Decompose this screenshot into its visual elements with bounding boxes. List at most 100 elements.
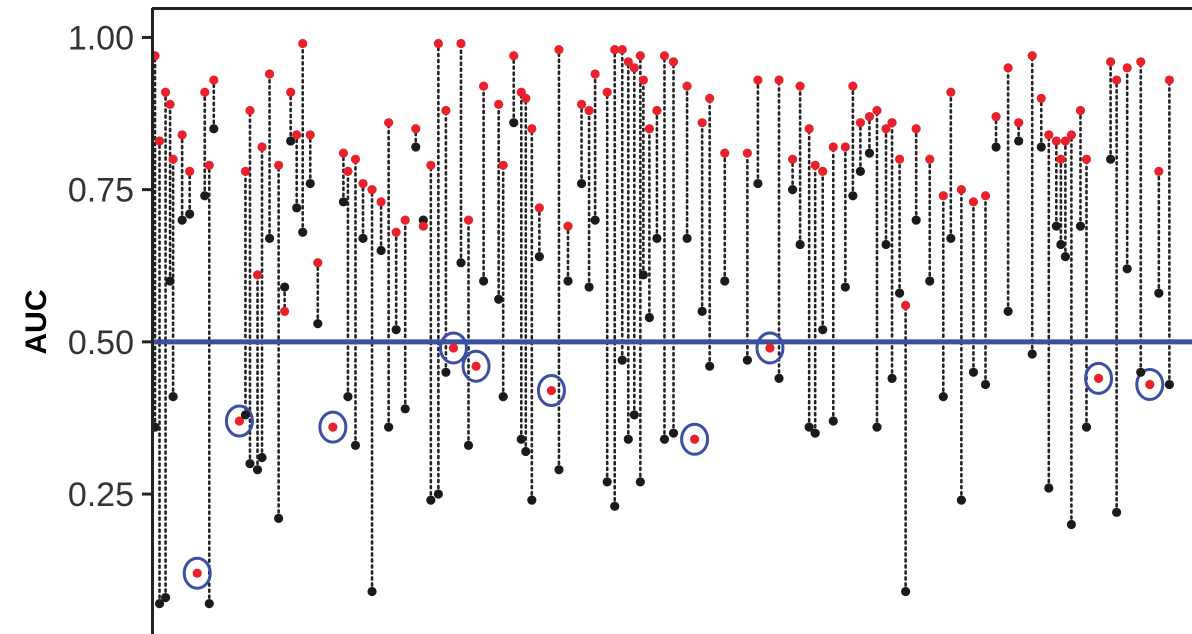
baseline-auc-point: [305, 178, 315, 189]
baseline-auc-point: [623, 434, 633, 444]
baseline-auc-point: [617, 355, 627, 365]
new-auc-point: [160, 87, 171, 97]
baseline-auc-point: [286, 136, 296, 146]
new-auc-point: [795, 81, 805, 91]
new-auc-point: [1051, 136, 1061, 146]
new-auc-point: [638, 75, 648, 85]
baseline-auc-point: [1075, 221, 1086, 231]
new-auc-point: [848, 81, 858, 91]
new-auc-point: [418, 221, 428, 231]
new-auc-point: [494, 99, 504, 110]
baseline-auc-point: [1051, 221, 1061, 231]
new-auc-point: [563, 221, 573, 231]
baseline-auc-point: [426, 495, 436, 505]
new-auc-point: [245, 105, 255, 116]
baseline-auc-point: [252, 465, 263, 475]
left-margin: [0, 0, 152, 634]
baseline-auc-point: [280, 282, 290, 292]
baseline-auc-point: [855, 166, 866, 176]
baseline-auc-point: [872, 422, 882, 432]
baseline-auc-point: [911, 215, 921, 225]
baseline-auc-point: [804, 422, 814, 432]
baseline-auc-point: [1164, 379, 1174, 390]
new-auc-point: [509, 51, 519, 61]
new-auc-point: [1014, 118, 1024, 128]
baseline-auc-point: [795, 239, 805, 250]
baseline-auc-point: [659, 434, 670, 444]
baseline-auc-point: [1014, 136, 1024, 146]
new-auc-point: [1075, 105, 1086, 116]
new-auc-point: [828, 142, 838, 152]
new-auc-point: [498, 160, 508, 170]
new-auc-point: [165, 99, 175, 110]
new-auc-point: [257, 142, 267, 152]
new-auc-point: [644, 124, 654, 134]
baseline-auc-point: [441, 367, 451, 377]
new-auc-point: [1027, 51, 1037, 61]
highlight-ring: [1084, 361, 1114, 395]
new-auc-point: [1060, 136, 1070, 146]
baseline-auc-point: [204, 599, 214, 609]
baseline-auc-point: [358, 233, 368, 243]
new-auc-point: [938, 191, 948, 201]
new-auc-point: [1093, 373, 1104, 383]
new-auc-point: [610, 45, 620, 55]
highlight-ring: [224, 404, 254, 438]
new-auc-point: [1136, 57, 1146, 67]
new-auc-point: [411, 124, 421, 134]
baseline-auc-point: [400, 404, 410, 414]
highlight-ring: [438, 331, 468, 365]
new-auc-point: [864, 111, 875, 122]
baseline-auc-point: [938, 392, 948, 402]
new-auc-point: [1056, 154, 1066, 164]
baseline-auc-point: [338, 197, 349, 207]
baseline-auc-point: [1044, 483, 1054, 493]
baseline-auc-point: [787, 185, 798, 195]
baseline-auc-point: [828, 416, 838, 426]
baseline-auc-point: [610, 501, 620, 511]
baseline-auc-point: [887, 373, 897, 383]
baseline-auc-point: [554, 465, 564, 475]
new-auc-point: [1066, 130, 1077, 140]
new-auc-point: [901, 300, 911, 310]
new-auc-point: [623, 57, 633, 67]
new-auc-point: [584, 105, 594, 116]
new-auc-point: [1164, 75, 1174, 85]
new-auc-point: [546, 385, 557, 396]
baseline-auc-point: [697, 306, 707, 317]
baseline-auc-point: [1106, 154, 1116, 164]
baseline-auc-point: [1122, 264, 1132, 274]
new-auc-point: [367, 185, 377, 195]
new-auc-point: [534, 203, 544, 213]
new-auc-point: [840, 142, 850, 152]
baseline-auc-point: [1154, 288, 1164, 298]
new-auc-point: [521, 93, 531, 103]
baseline-auc-point: [864, 148, 875, 158]
baseline-auc-point: [384, 422, 394, 432]
new-auc-point: [682, 81, 692, 91]
new-auc-point: [400, 215, 410, 225]
new-auc-point: [280, 306, 290, 317]
y-tick-label: 0.75: [68, 172, 134, 210]
baseline-auc-point: [946, 233, 956, 243]
new-auc-point: [350, 154, 361, 164]
highlight-ring: [755, 331, 785, 365]
new-auc-point: [911, 124, 921, 134]
new-auc-point: [818, 166, 828, 176]
baseline-auc-point: [576, 178, 587, 189]
new-auc-point: [887, 118, 897, 128]
new-auc-point: [154, 136, 165, 146]
baseline-auc-point: [264, 233, 275, 243]
new-auc-point: [872, 105, 882, 116]
baseline-auc-point: [584, 282, 594, 292]
baseline-auc-point: [527, 495, 537, 505]
new-auc-point: [313, 258, 323, 268]
new-auc-point: [1145, 379, 1155, 390]
baseline-auc-point: [682, 233, 692, 243]
baseline-auc-point: [463, 440, 474, 450]
baseline-auc-point: [1027, 349, 1037, 359]
baseline-auc-point: [848, 191, 858, 201]
new-auc-point: [855, 118, 866, 128]
baseline-auc-point: [367, 586, 377, 597]
new-auc-point: [448, 343, 459, 353]
